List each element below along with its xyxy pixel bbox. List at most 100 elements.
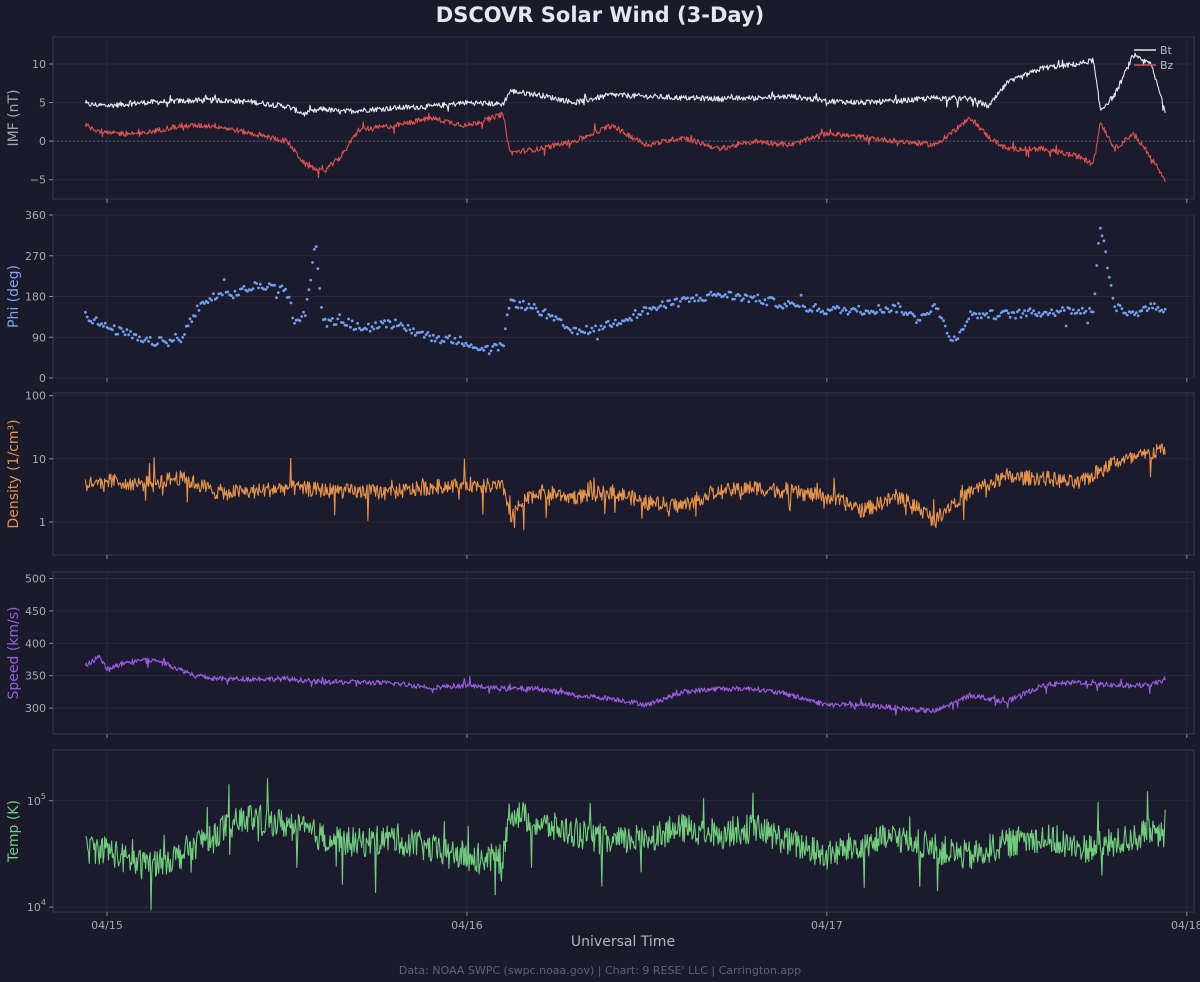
data-point bbox=[1106, 266, 1109, 270]
data-point bbox=[525, 306, 529, 310]
y-tick-label-base: 360 bbox=[25, 209, 46, 222]
data-point bbox=[1053, 314, 1057, 318]
data-point bbox=[1088, 307, 1091, 310]
y-axis-title-density: Density (1/cm³) bbox=[6, 419, 22, 528]
y-tick-label: 360 bbox=[25, 209, 46, 222]
data-point bbox=[603, 325, 606, 329]
data-point bbox=[1163, 307, 1167, 311]
data-point bbox=[567, 327, 570, 330]
data-point bbox=[758, 299, 761, 303]
data-point bbox=[1050, 308, 1053, 312]
data-point bbox=[927, 312, 931, 316]
data-point bbox=[866, 309, 870, 313]
data-point bbox=[630, 318, 633, 322]
panel-frame bbox=[52, 571, 1195, 735]
data-point bbox=[853, 307, 857, 311]
data-point bbox=[233, 289, 237, 293]
data-point bbox=[745, 294, 749, 298]
data-point bbox=[1124, 311, 1127, 315]
data-point bbox=[792, 302, 796, 306]
data-point bbox=[855, 309, 859, 313]
y-tick-label: 450 bbox=[25, 605, 46, 618]
chart-title: DSCOVR Solar Wind (3-Day) bbox=[436, 3, 764, 27]
data-point bbox=[583, 331, 587, 335]
data-point bbox=[763, 298, 767, 302]
data-point bbox=[255, 282, 258, 285]
data-point bbox=[1153, 302, 1156, 305]
data-point bbox=[175, 336, 179, 340]
data-point bbox=[623, 319, 626, 323]
data-point bbox=[372, 327, 376, 331]
data-point bbox=[570, 331, 574, 335]
y-tick-label-base: 500 bbox=[25, 572, 46, 585]
data-point bbox=[336, 317, 340, 321]
data-point bbox=[1039, 314, 1043, 318]
data-point bbox=[302, 310, 305, 314]
data-point bbox=[421, 330, 424, 334]
data-point bbox=[172, 339, 176, 342]
data-point bbox=[367, 322, 370, 326]
data-point bbox=[577, 328, 581, 332]
data-point bbox=[230, 294, 233, 297]
data-point bbox=[341, 321, 345, 325]
data-point bbox=[857, 304, 861, 308]
series-temp bbox=[85, 778, 1166, 911]
data-point bbox=[678, 300, 682, 303]
data-point bbox=[668, 299, 671, 302]
data-point bbox=[258, 282, 262, 286]
data-point bbox=[824, 312, 828, 316]
data-point bbox=[895, 310, 898, 314]
y-tick-label-base: 10 bbox=[32, 58, 46, 71]
data-point bbox=[1044, 310, 1048, 314]
data-point bbox=[990, 309, 994, 312]
data-point bbox=[1097, 241, 1100, 245]
data-point bbox=[615, 323, 619, 327]
series-group bbox=[84, 226, 1167, 356]
y-tick-label-base: 450 bbox=[25, 605, 46, 618]
data-point bbox=[983, 313, 987, 317]
data-point bbox=[273, 283, 277, 287]
data-point bbox=[787, 300, 790, 303]
data-point bbox=[141, 340, 145, 344]
data-point bbox=[103, 321, 107, 325]
data-point bbox=[504, 327, 507, 331]
data-point bbox=[390, 326, 394, 330]
data-point bbox=[736, 292, 740, 296]
data-point bbox=[729, 290, 733, 294]
x-tick-label: 04/16 bbox=[451, 919, 483, 932]
data-point bbox=[545, 316, 549, 320]
data-point bbox=[614, 318, 617, 322]
data-point bbox=[507, 306, 511, 310]
data-point bbox=[714, 294, 718, 298]
data-point bbox=[940, 316, 944, 320]
data-point bbox=[257, 286, 260, 290]
y-tick-label: 10 bbox=[32, 453, 46, 466]
data-point bbox=[276, 291, 280, 294]
legend-label-bt: Bt bbox=[1160, 44, 1173, 57]
data-point bbox=[734, 294, 738, 298]
data-point bbox=[963, 324, 967, 328]
data-point bbox=[522, 299, 525, 303]
data-point bbox=[212, 292, 215, 296]
data-point bbox=[215, 296, 219, 300]
data-point bbox=[842, 306, 846, 310]
data-point bbox=[594, 324, 597, 328]
y-tick-label: 10 bbox=[32, 58, 46, 71]
y-tick-label: 500 bbox=[25, 572, 46, 585]
data-point bbox=[1154, 308, 1158, 311]
data-point bbox=[933, 303, 936, 306]
data-point bbox=[1133, 313, 1136, 317]
data-point bbox=[1070, 312, 1073, 315]
data-point bbox=[747, 300, 751, 304]
data-point bbox=[664, 306, 668, 310]
data-point bbox=[85, 315, 89, 319]
data-point bbox=[943, 324, 947, 328]
data-point bbox=[606, 319, 610, 323]
data-point bbox=[489, 349, 493, 353]
y-tick-label-base: 350 bbox=[25, 670, 46, 683]
data-point bbox=[848, 310, 852, 314]
data-point bbox=[1082, 311, 1086, 315]
data-point bbox=[1046, 313, 1050, 317]
y-tick-label-base: 90 bbox=[32, 331, 46, 344]
